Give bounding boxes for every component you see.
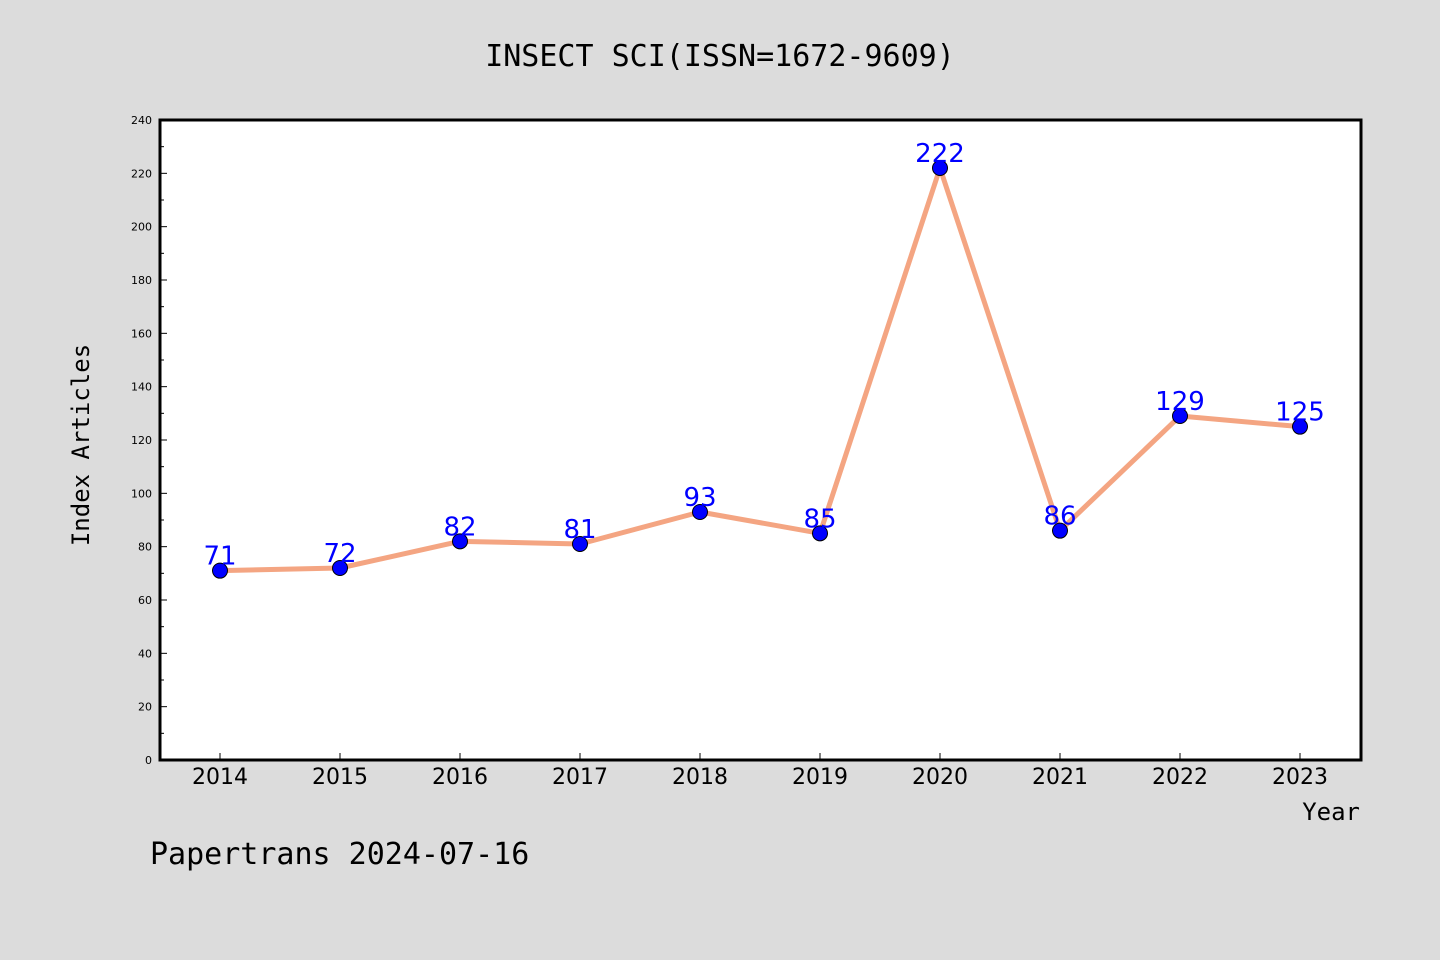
data-label: 85: [803, 504, 836, 534]
x-tick-label: 2019: [792, 765, 848, 790]
data-point: [692, 504, 708, 520]
y-axis: 0 20 40 60 80 100 120 140 160 180 200 220 240: [131, 114, 167, 767]
x-axis: 2014 2015 2016 2017 2018 2019 2020 2021 2022 2023: [192, 753, 1328, 790]
data-points: [212, 160, 1308, 579]
data-label: 222: [915, 139, 965, 169]
y-tick-label: 120: [131, 434, 152, 447]
data-point: [1052, 522, 1068, 539]
chart-title: INSECT SCI(ISSN=1672-9609): [485, 39, 955, 74]
data-point: [1292, 418, 1308, 435]
x-tick-label: 2023: [1272, 765, 1328, 790]
y-tick-label: 180: [131, 274, 152, 287]
y-tick-label: 100: [131, 487, 152, 500]
data-label: 125: [1275, 398, 1325, 428]
y-tick-label: 40: [138, 647, 152, 660]
y-tick-label: 60: [138, 594, 152, 607]
data-label: 81: [563, 515, 596, 545]
data-label: 72: [323, 539, 356, 569]
x-tick-label: 2015: [312, 765, 368, 790]
x-tick-label: 2020: [912, 765, 968, 790]
data-point: [332, 560, 348, 576]
data-point: [212, 562, 228, 579]
plot-frame: [158, 118, 1363, 762]
data-label: 129: [1155, 387, 1205, 417]
x-tick-label: 2018: [672, 765, 728, 790]
x-tick-label: 2017: [552, 765, 608, 790]
data-label: 82: [443, 512, 476, 542]
y-tick-label: 200: [131, 221, 152, 234]
y-tick-label: 140: [131, 381, 152, 394]
series-polyline: [217, 165, 1303, 574]
plot-area: [160, 120, 1361, 760]
y-tick-label: 80: [138, 541, 152, 554]
y-tick-label: 220: [131, 167, 152, 180]
data-label: 93: [683, 483, 716, 513]
x-tick-label: 2021: [1032, 765, 1088, 790]
data-point: [572, 536, 588, 552]
data-labels: 71 72 82 81 93 85 222 86 129 125: [203, 139, 1324, 572]
data-point: [932, 160, 948, 176]
data-label: 71: [203, 542, 236, 572]
y-tick-label: 240: [131, 114, 152, 127]
data-point: [1172, 408, 1188, 424]
data-point: [452, 533, 468, 550]
data-point: [812, 525, 828, 542]
data-label: 86: [1043, 502, 1076, 532]
x-axis-title: Year: [1302, 798, 1360, 826]
y-axis-title: Index Articles: [67, 344, 95, 546]
y-tick-label: 20: [138, 701, 152, 714]
series-line: [217, 165, 1303, 574]
y-tick-label: 160: [131, 327, 152, 340]
footer-credit: Papertrans 2024-07-16: [150, 837, 529, 872]
x-tick-label: 2022: [1152, 765, 1208, 790]
y-tick-label: 0: [145, 754, 152, 767]
x-tick-label: 2014: [192, 765, 248, 790]
x-tick-label: 2016: [432, 765, 488, 790]
